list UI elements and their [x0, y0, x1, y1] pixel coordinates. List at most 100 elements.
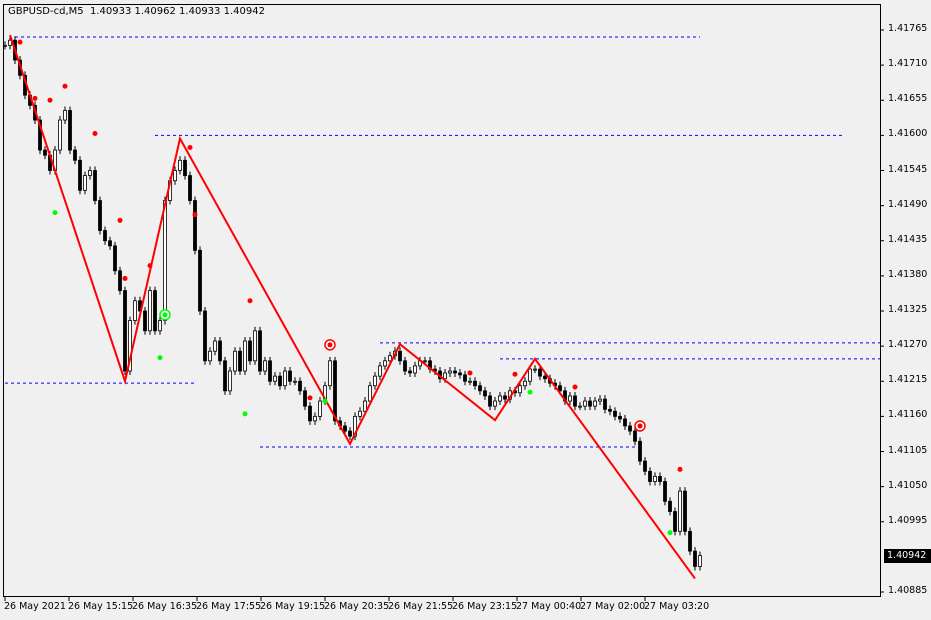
y-tick-label: 1.41105	[888, 444, 928, 456]
candle	[483, 390, 487, 397]
candle	[413, 365, 417, 374]
candle	[398, 350, 402, 362]
candle	[603, 398, 607, 410]
candle	[648, 470, 652, 482]
candle	[608, 408, 612, 412]
candle	[163, 200, 167, 321]
y-tick-label: 1.40995	[888, 514, 928, 526]
candle	[663, 481, 667, 502]
sell-signal-dot	[17, 39, 23, 45]
candle	[628, 425, 632, 432]
candle	[618, 415, 622, 420]
candle	[233, 350, 237, 372]
candle	[633, 430, 637, 442]
candle	[143, 310, 147, 332]
y-tick-label: 1.41050	[888, 479, 928, 491]
sell-signal-dot	[307, 395, 313, 401]
candle	[638, 440, 642, 462]
candle	[93, 170, 97, 201]
candle	[198, 249, 202, 312]
x-tick-label: 26 May 15:15	[68, 601, 134, 612]
y-tick-label: 1.41655	[888, 93, 928, 105]
candle	[463, 374, 467, 382]
candle	[523, 380, 527, 387]
sell-signal-dot	[247, 298, 253, 304]
candle	[298, 380, 302, 392]
candle	[118, 270, 122, 291]
candle	[308, 405, 312, 422]
candle	[588, 400, 592, 407]
sell-signal-dot	[572, 384, 578, 390]
buy-signal-dot	[667, 530, 673, 536]
candle	[368, 385, 372, 402]
candle	[133, 300, 137, 321]
candle	[43, 149, 47, 156]
current-price-label: 1.40942	[884, 548, 931, 563]
x-tick-label: 27 May 00:40	[516, 601, 582, 612]
candle	[653, 476, 657, 482]
candle	[153, 290, 157, 332]
candle	[63, 110, 67, 121]
candle	[333, 360, 337, 422]
candle	[293, 380, 297, 383]
sell-target-center	[327, 342, 333, 348]
candle	[73, 149, 77, 161]
buy-signal-dot	[157, 355, 163, 361]
candle	[693, 550, 697, 567]
candle	[113, 245, 117, 272]
candle	[443, 372, 447, 380]
y-tick-label: 1.41710	[888, 58, 928, 70]
candle	[288, 370, 292, 382]
candle	[318, 400, 322, 417]
y-tick-label: 1.41490	[888, 198, 928, 210]
sell-signal-dot	[122, 275, 128, 281]
y-tick-label: 1.41435	[888, 233, 928, 245]
y-tick-label: 1.41600	[888, 128, 928, 140]
candle	[238, 350, 242, 372]
candle	[613, 410, 617, 417]
candle	[253, 330, 257, 362]
candle	[453, 370, 457, 374]
x-tick-label: 26 May 23:15	[452, 601, 518, 612]
candle	[128, 320, 132, 372]
candle	[473, 380, 477, 387]
candle	[218, 340, 222, 362]
candle	[38, 119, 42, 151]
candle	[273, 375, 277, 382]
candle	[448, 370, 452, 374]
candle	[148, 290, 152, 332]
y-tick-label: 1.41270	[888, 339, 928, 351]
sell-signal-dot	[117, 217, 123, 223]
candle	[363, 400, 367, 412]
candle	[408, 370, 412, 374]
y-tick-label: 1.41215	[888, 374, 928, 386]
candle	[468, 380, 472, 383]
candle	[388, 355, 392, 362]
candle	[558, 385, 562, 392]
y-tick-label: 1.41380	[888, 268, 928, 280]
candle	[358, 410, 362, 417]
zigzag-line	[9, 34, 696, 580]
y-tick-label: 1.41545	[888, 163, 928, 175]
candle	[423, 360, 427, 363]
candle	[458, 372, 462, 376]
candle	[208, 350, 212, 362]
sell-signal-dot	[467, 370, 473, 376]
buy-signal-dot	[527, 389, 533, 395]
sell-signal-dot	[147, 263, 153, 269]
candle	[173, 170, 177, 182]
buy-signal-dot	[52, 210, 58, 216]
candle	[303, 390, 307, 407]
sell-signal-dot	[192, 212, 198, 218]
candle	[518, 385, 522, 394]
candle	[98, 200, 102, 231]
candle	[528, 368, 532, 382]
candle	[643, 460, 647, 472]
sell-signal-dot	[92, 130, 98, 136]
candle	[383, 360, 387, 367]
sell-signal-dot	[32, 95, 38, 101]
candle	[498, 395, 502, 402]
sell-signal-dot	[512, 371, 518, 377]
candle	[223, 360, 227, 392]
